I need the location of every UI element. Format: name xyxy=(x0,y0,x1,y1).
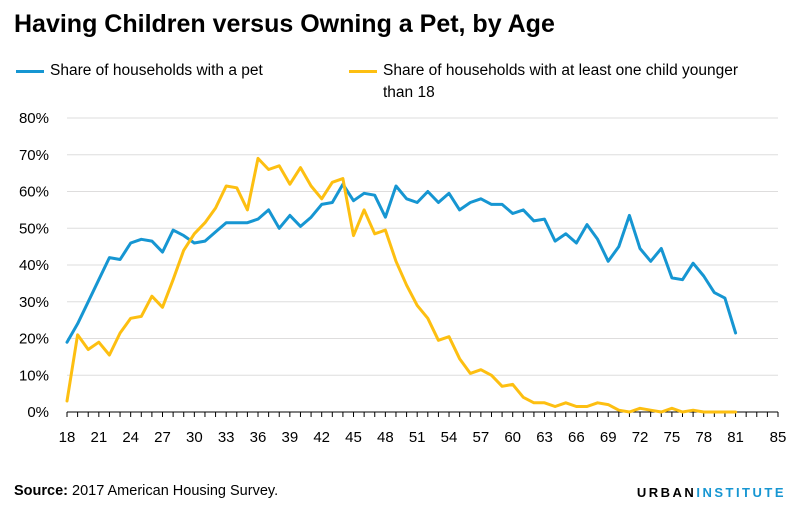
x-tick-label: 30 xyxy=(186,429,203,446)
brand-part1: URBAN xyxy=(636,485,697,500)
legend: Share of households with a pet Share of … xyxy=(16,60,786,110)
y-tick-label: 50% xyxy=(19,220,49,237)
legend-label-pet: Share of households with a pet xyxy=(50,62,263,79)
x-tick-label: 33 xyxy=(218,429,235,446)
y-tick-label: 80% xyxy=(19,110,49,127)
legend-swatch-child xyxy=(349,70,377,73)
x-tick-label: 72 xyxy=(632,429,649,446)
series-line-child xyxy=(65,156,738,414)
x-tick-label: 54 xyxy=(441,429,458,446)
x-tick-label: 60 xyxy=(504,429,521,446)
x-tick-label: 63 xyxy=(536,429,553,446)
source-note: Source: 2017 American Housing Survey. xyxy=(14,483,278,499)
legend-item-child: Share of households with at least one ch… xyxy=(349,60,743,104)
y-tick-label: 0% xyxy=(27,404,49,421)
x-tick-label: 81 xyxy=(727,429,744,446)
y-tick-label: 20% xyxy=(19,331,49,348)
y-tick-label: 60% xyxy=(19,184,49,201)
x-tick-label: 42 xyxy=(313,429,330,446)
x-tick-label: 45 xyxy=(345,429,362,446)
chart-title: Having Children versus Owning a Pet, by … xyxy=(14,10,555,38)
brand-part2: INSTITUTE xyxy=(696,485,786,500)
source-label: Source: xyxy=(14,483,68,499)
x-tick-label: 69 xyxy=(600,429,617,446)
y-tick-label: 40% xyxy=(19,257,49,274)
y-tick-label: 30% xyxy=(19,294,49,311)
x-tick-label: 57 xyxy=(473,429,490,446)
legend-swatch-pet xyxy=(16,70,44,73)
x-tick-label: 85 xyxy=(770,429,787,446)
x-tick-label: 39 xyxy=(282,429,299,446)
x-tick-label: 48 xyxy=(377,429,394,446)
legend-label-child: Share of households with at least one ch… xyxy=(383,62,739,101)
x-tick-label: 24 xyxy=(122,429,139,446)
x-tick-label: 78 xyxy=(695,429,712,446)
x-tick-label: 36 xyxy=(250,429,267,446)
source-text: 2017 American Housing Survey. xyxy=(68,483,279,499)
x-tick-label: 51 xyxy=(409,429,426,446)
legend-item-pet: Share of households with a pet xyxy=(16,60,263,82)
series-line-pet xyxy=(65,182,738,344)
x-tick-label: 66 xyxy=(568,429,585,446)
brand-logo: URBANINSTITUTE xyxy=(637,485,786,500)
y-tick-label: 70% xyxy=(19,147,49,164)
x-tick-label: 21 xyxy=(90,429,107,446)
y-tick-label: 10% xyxy=(19,367,49,384)
x-tick-label: 18 xyxy=(59,429,76,446)
x-tick-label: 27 xyxy=(154,429,171,446)
x-tick-label: 75 xyxy=(664,429,681,446)
